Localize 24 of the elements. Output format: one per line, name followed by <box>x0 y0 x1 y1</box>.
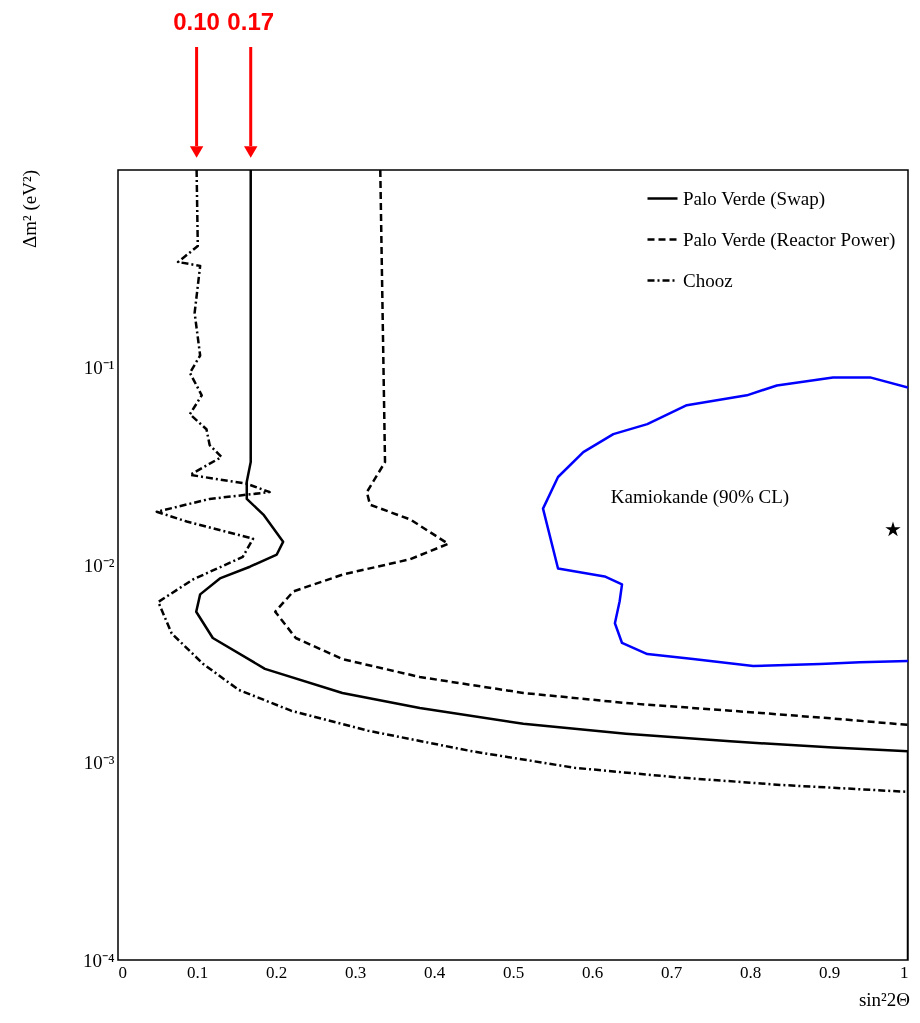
x-tick-label: 0.3 <box>344 962 367 982</box>
legend-label: Chooz <box>683 269 733 291</box>
legend-label: Palo Verde (Swap) <box>683 187 826 210</box>
x-tick-label: 0.9 <box>818 962 841 982</box>
line-series <box>541 376 908 668</box>
y-axis-title: Δm² (eV²) <box>19 170 41 248</box>
x-tick-label: 0.7 <box>660 962 683 982</box>
x-tick-label: 1 <box>900 962 909 982</box>
x-tick-label: 0 <box>118 962 127 982</box>
x-tick-label: 0.4 <box>423 962 446 982</box>
legend-label: Palo Verde (Reactor Power) <box>683 228 896 251</box>
y-tick-label: 10⁻¹ <box>83 357 115 378</box>
text: 0.17 <box>227 8 275 35</box>
x-tick-label: 0.8 <box>739 962 762 982</box>
x-tick-label: 0.1 <box>186 962 209 982</box>
text: 0.10 <box>173 8 220 35</box>
x-tick-label: 0.2 <box>265 962 288 982</box>
annotation: Kamiokande (90% CL) <box>610 486 790 508</box>
x-tick-label: 0.5 <box>502 962 525 982</box>
y-tick-label: 10⁻² <box>83 554 115 576</box>
y-tick-label: 10⁻³ <box>83 752 115 773</box>
x-axis-title: sin²2Θ <box>858 989 910 1010</box>
y-tick-label: 10⁻⁴ <box>82 949 115 971</box>
x-tick-label: 0.6 <box>581 962 604 982</box>
